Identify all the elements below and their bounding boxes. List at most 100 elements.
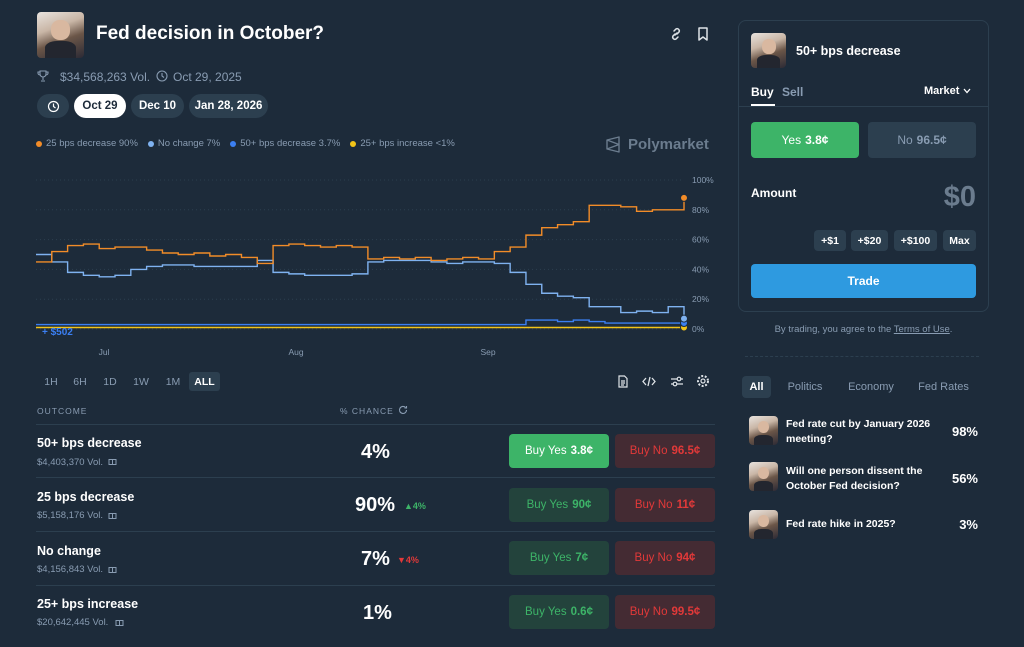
chart-annotation: + $502 (42, 327, 73, 338)
gift-icon (108, 459, 117, 465)
market-avatar (37, 12, 84, 58)
related-market-question: Will one person dissent the October Fed … (786, 465, 923, 492)
y-tick-label: 20% (692, 294, 709, 304)
price-chart: 100% 80% 60% 40% 20% 0% Jul Aug Sep + $502 (36, 175, 714, 357)
divider (745, 356, 979, 357)
timeframe-1h[interactable]: 1H (44, 375, 58, 388)
category-tab-politics[interactable]: Politics (787, 381, 823, 393)
page-title: Fed decision in October? (96, 23, 325, 44)
refresh-icon[interactable] (398, 405, 408, 415)
timeframe-1m[interactable]: 1M (165, 375, 181, 388)
document-icon[interactable] (617, 375, 629, 388)
series-line (36, 197, 685, 265)
buy-no-button[interactable]: Buy No 94¢ (615, 541, 715, 575)
divider (36, 477, 715, 478)
x-tick-label: Sep (480, 347, 495, 357)
buy-no-button[interactable]: Buy No 11¢ (615, 488, 715, 522)
series-endpoint (680, 193, 688, 202)
outcome-volume: $5,158,176 Vol. (37, 510, 104, 521)
y-tick-label: 100% (692, 175, 714, 185)
buy-yes-button[interactable]: Buy Yes 90¢ (509, 488, 609, 522)
terms-notice: By trading, you agree to the Terms of Us… (774, 324, 953, 335)
buy-yes-button[interactable]: Buy Yes 7¢ (509, 541, 609, 575)
tab-buy[interactable]: Buy (751, 85, 774, 99)
history-icon (47, 100, 59, 112)
category-tab-fed-rates[interactable]: Fed Rates (918, 381, 969, 393)
related-market-percent: 56% (951, 471, 978, 486)
gift-icon (115, 620, 124, 626)
trade-panel: 50+ bps decrease Buy Sell Market Yes 3.8¢… (738, 20, 989, 312)
buy-yes-button[interactable]: Buy Yes 0.6¢ (509, 595, 609, 629)
market-end-date: Oct 29, 2025 (173, 70, 242, 84)
x-tick-label: Aug (288, 347, 303, 357)
outcome-chance: 1% (363, 602, 392, 624)
legend-item: No change 7% (147, 138, 220, 149)
series-line (36, 319, 684, 326)
order-type-dropdown[interactable]: Market (924, 85, 971, 97)
amount-input[interactable]: $0 (943, 181, 976, 213)
divider (36, 531, 715, 532)
legend-item: 50+ bps decrease 3.7% (230, 138, 340, 149)
quick-add-1-button[interactable]: +$1 (814, 230, 846, 251)
trade-no-button[interactable]: No 96.5¢ (868, 122, 976, 158)
outcome-volume: $4,156,843 Vol. (37, 564, 104, 575)
related-market-avatar (749, 416, 778, 445)
quick-add-100-button[interactable]: +$100 (894, 230, 937, 251)
outcome-chance: 4% (361, 441, 390, 463)
y-tick-label: 80% (692, 205, 709, 215)
related-market-percent: 3% (959, 517, 978, 532)
date-tab-jan-28-2026[interactable]: Jan 28, 2026 (189, 94, 268, 118)
date-tab-dec-10[interactable]: Dec 10 (131, 94, 184, 118)
sliders-icon[interactable] (670, 375, 684, 388)
trade-yes-button[interactable]: Yes 3.8¢ (751, 122, 859, 158)
outcome-name: No change (37, 544, 101, 558)
outcome-column-header: OUTCOME (37, 406, 88, 416)
clock-icon (156, 70, 168, 82)
outcome-name: 50+ bps decrease (37, 436, 142, 450)
bookmark-icon[interactable] (697, 27, 709, 41)
outcome-chance: 7% (361, 548, 390, 570)
chevron-down-icon (963, 88, 971, 94)
date-tab-oct-29[interactable]: Oct 29 (74, 94, 126, 118)
x-tick-label: Jul (99, 347, 110, 357)
quick-add-20-button[interactable]: +$20 (851, 230, 888, 251)
buy-yes-button[interactable]: Buy Yes 3.8¢ (509, 434, 609, 468)
timeframe-6h[interactable]: 6H (73, 375, 87, 388)
chance-change-up: ▲4% (404, 501, 426, 511)
trade-outcome-title: 50+ bps decrease (796, 44, 901, 58)
related-market-question: Fed rate hike in 2025? (786, 518, 896, 530)
divider (739, 106, 988, 107)
embed-code-icon[interactable] (642, 375, 656, 388)
related-market-avatar (749, 510, 778, 539)
y-tick-label: 0% (692, 324, 705, 334)
timeframe-1w[interactable]: 1W (133, 375, 149, 388)
y-tick-label: 60% (692, 235, 709, 245)
buy-no-button[interactable]: Buy No 96.5¢ (615, 434, 715, 468)
quick-max-button[interactable]: Max (943, 230, 976, 251)
timeframe-all[interactable]: ALL (189, 372, 220, 391)
divider (36, 585, 715, 586)
chance-column-header: % CHANCE (340, 406, 394, 416)
timeframe-1d[interactable]: 1D (103, 375, 117, 388)
series-line (36, 253, 685, 319)
gift-icon (108, 513, 117, 519)
history-button[interactable] (37, 94, 69, 118)
tab-sell[interactable]: Sell (782, 85, 804, 99)
terms-of-use-link[interactable]: Terms of Use (893, 324, 950, 335)
buy-no-button[interactable]: Buy No 99.5¢ (615, 595, 715, 629)
outcome-name: 25+ bps increase (37, 597, 139, 611)
category-tab-all[interactable]: All (742, 376, 771, 398)
related-market-avatar (749, 462, 778, 491)
gift-icon (108, 567, 117, 573)
settings-gear-icon[interactable] (696, 374, 710, 388)
trophy-icon (37, 70, 49, 82)
trade-button[interactable]: Trade (751, 264, 976, 298)
related-market-question: Fed rate cut by January 2026 meeting? (786, 418, 931, 445)
market-volume: $34,568,263 Vol. (60, 70, 151, 84)
legend-item: 25 bps decrease 90% (36, 138, 138, 149)
link-icon[interactable] (669, 27, 683, 41)
polymarket-watermark: Polymarket (628, 136, 709, 153)
trade-outcome-avatar (751, 33, 786, 68)
category-tab-economy[interactable]: Economy (848, 381, 894, 393)
related-market-percent: 98% (951, 424, 978, 439)
